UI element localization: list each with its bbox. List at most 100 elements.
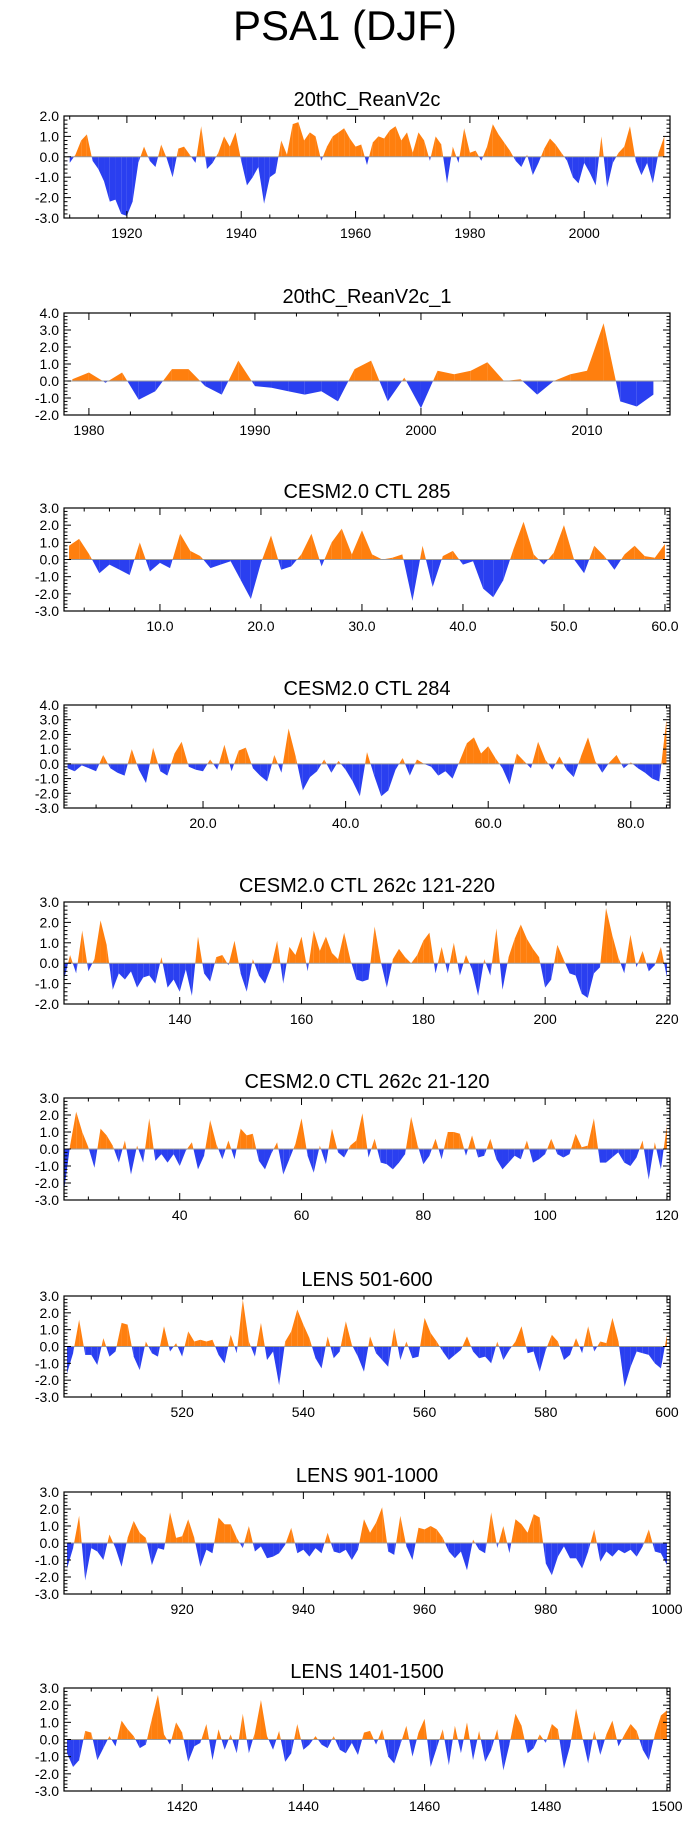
negative-area: [659, 763, 662, 782]
negative-area: [632, 763, 638, 769]
negative-area: [260, 559, 263, 563]
positive-area: [604, 1734, 607, 1740]
negative-area: [429, 156, 431, 161]
positive-area: [488, 746, 496, 764]
negative-area: [478, 963, 484, 996]
positive-area: [470, 362, 488, 381]
positive-area: [553, 374, 571, 381]
positive-area: [230, 1334, 235, 1347]
negative-area: [387, 381, 402, 402]
negative-area: [145, 559, 150, 572]
y-tick-label: -3.0: [35, 1586, 59, 1602]
negative-area: [304, 381, 322, 395]
positive-area: [325, 1336, 328, 1347]
positive-area: [508, 938, 515, 964]
negative-area: [388, 763, 396, 791]
negative-area: [87, 963, 89, 972]
positive-area: [92, 959, 95, 964]
positive-area: [477, 1730, 480, 1740]
negative-area: [624, 1346, 631, 1387]
positive-area: [279, 1730, 281, 1740]
positive-area: [395, 126, 402, 157]
negative-area: [589, 156, 596, 186]
chart-panel-8: LENS 901-1000 3.02.01.00.0-1.0-2.0-3.0 920…: [35, 1465, 683, 1617]
negative-area: [281, 763, 283, 773]
negative-area: [138, 381, 156, 400]
positive-area: [331, 528, 342, 560]
negative-area: [155, 381, 163, 392]
negative-area: [351, 1543, 358, 1560]
positive-area: [140, 146, 145, 157]
positive-area: [176, 1343, 178, 1347]
positive-area: [194, 1339, 201, 1347]
positive-area: [527, 154, 528, 157]
negative-area: [85, 1543, 92, 1581]
negative-area: [400, 1346, 405, 1360]
negative-area: [532, 156, 539, 176]
negative-area: [321, 156, 323, 161]
x-tick-label: 580: [534, 1404, 558, 1420]
negative-area: [636, 1543, 643, 1557]
positive-area: [576, 1708, 583, 1740]
negative-area: [278, 1149, 284, 1175]
negative-area: [435, 963, 438, 974]
negative-area: [438, 1149, 442, 1160]
negative-area: [158, 763, 161, 772]
negative-area: [386, 963, 393, 988]
negative-area: [648, 1739, 654, 1761]
negative-area: [538, 156, 541, 163]
y-tick-label: 1.0: [40, 1518, 60, 1534]
negative-area: [409, 1739, 413, 1757]
positive-area: [200, 1339, 207, 1347]
negative-area: [240, 559, 251, 599]
positive-area: [363, 1519, 371, 1543]
negative-area: [160, 763, 168, 776]
positive-area: [420, 1317, 425, 1347]
positive-area: [642, 1140, 644, 1149]
negative-area: [92, 156, 99, 170]
negative-area: [264, 1346, 268, 1360]
positive-area: [77, 930, 83, 964]
x-tick-label: 10.0: [146, 618, 173, 634]
positive-area: [230, 1734, 233, 1740]
negative-area: [267, 1346, 274, 1360]
positive-area: [191, 1142, 194, 1149]
positive-area: [581, 1145, 588, 1149]
negative-area: [483, 559, 494, 598]
negative-area: [115, 1346, 117, 1352]
positive-area: [344, 932, 351, 964]
negative-area: [206, 156, 213, 170]
positive-area: [392, 959, 393, 964]
negative-area: [563, 1149, 570, 1158]
positive-area: [228, 1734, 231, 1740]
positive-area: [526, 154, 528, 157]
y-tick-label: 2.0: [40, 1697, 60, 1713]
negative-area: [357, 1543, 360, 1550]
positive-area: [600, 908, 607, 964]
positive-area: [301, 936, 307, 964]
positive-area: [240, 1128, 247, 1149]
positive-area: [248, 1341, 251, 1347]
negative-area: [187, 763, 189, 767]
y-tick-label: 2.0: [40, 108, 60, 124]
negative-area: [443, 156, 448, 184]
negative-area: [326, 763, 332, 773]
negative-area: [242, 1543, 245, 1549]
positive-area: [295, 1118, 302, 1149]
x-tick-label: 20.0: [189, 815, 216, 831]
positive-area: [171, 1722, 177, 1740]
positive-area: [407, 132, 413, 157]
negative-area: [636, 963, 639, 968]
positive-area: [291, 1527, 295, 1543]
positive-area: [507, 957, 509, 964]
negative-area: [543, 559, 549, 565]
chart-panel-3: CESM2.0 CTL 285 3.02.01.0 0.0-1.0-2.0-3.0 1…: [35, 481, 679, 634]
x-tick-label: 80: [416, 1207, 432, 1223]
positive-area: [392, 554, 403, 560]
negative-area: [593, 1346, 595, 1352]
positive-area: [252, 959, 253, 964]
positive-area: [331, 953, 339, 964]
negative-area: [307, 1149, 314, 1173]
negative-area: [103, 1543, 108, 1560]
negative-area: [395, 763, 400, 770]
